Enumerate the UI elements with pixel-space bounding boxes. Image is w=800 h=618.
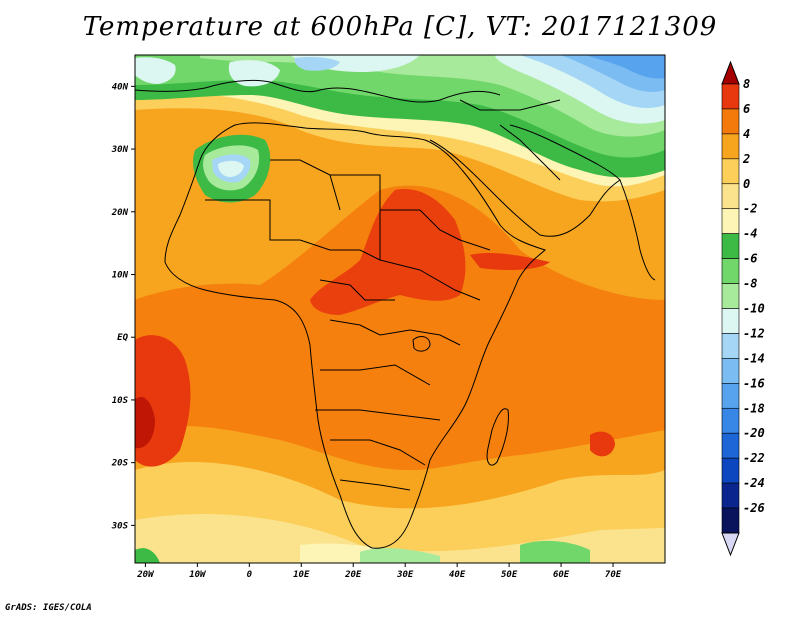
lon-tick-label: 0	[247, 570, 253, 580]
lat-tick-label: 30S	[111, 521, 129, 531]
colorbar-segment	[721, 308, 740, 334]
colorbar-segment	[721, 358, 740, 384]
lat-tick-label: 30N	[111, 145, 129, 155]
colorbar-label: 0	[743, 177, 750, 191]
lat-tick-label: 20S	[111, 459, 129, 469]
colorbar-label: -14	[743, 351, 765, 365]
colorbar-segment	[721, 333, 740, 359]
lat-tick-label: 20N	[111, 208, 129, 218]
lat-tick-label: 10N	[112, 271, 129, 281]
colorbar-segment	[721, 183, 740, 210]
lon-tick-label: 20E	[344, 570, 362, 580]
lon-tick-label: 10W	[189, 570, 207, 580]
colorbar-segment	[721, 283, 740, 309]
lat-tick-label: 10S	[112, 396, 129, 406]
colorbar-label: -8	[743, 277, 757, 291]
lon-tick-label: 40E	[449, 570, 466, 580]
colorbar-label: -10	[743, 302, 765, 316]
colorbar-segment	[721, 158, 740, 185]
colorbar-segment	[721, 457, 740, 484]
colorbar-label: -12	[743, 326, 765, 340]
lon-tick-label: 60E	[553, 570, 570, 580]
colorbar-label: -16	[743, 376, 765, 390]
colorbar-label: 6	[743, 102, 750, 116]
colorbar-label: -26	[743, 501, 765, 515]
colorbar-label: -6	[743, 252, 757, 266]
colorbar-label: -24	[743, 476, 765, 490]
colorbar-label: -4	[743, 227, 757, 241]
colorbar-segment	[721, 108, 740, 135]
grads-credit: GrADS: IGES/COLA	[5, 603, 92, 613]
colorbar-label: -18	[743, 401, 765, 415]
colorbar-label: -22	[743, 451, 765, 465]
colorbar-bottom-arrow	[721, 532, 740, 557]
colorbar-segment	[721, 383, 740, 409]
map-frame	[134, 54, 666, 564]
lon-tick-label: 30E	[396, 570, 414, 580]
colorbar-label: -2	[743, 202, 757, 216]
lat-tick-label: 40N	[112, 82, 129, 92]
colorbar-label: -20	[743, 426, 765, 440]
colorbar-top-arrow	[721, 60, 740, 85]
colorbar-label: 4	[743, 127, 750, 141]
colorbar-label: 8	[743, 77, 750, 91]
lat-tick-label: EQ	[117, 333, 128, 343]
lon-tick-label: 10E	[293, 570, 310, 580]
colorbar-segment	[721, 432, 740, 459]
page-title: Temperature at 600hPa [C], VT: 201712130…	[82, 12, 718, 42]
colorbar: 8 6 4 2 0 -2 -4 -6 -8 -10 -12 -14 -16 -18 -20 -22 -24 -26	[721, 60, 765, 557]
temperature-field	[135, 55, 665, 563]
coastlines	[135, 79, 656, 549]
colorbar-segment	[721, 233, 740, 259]
colorbar-segment	[721, 507, 740, 534]
lon-tick-label: 70E	[605, 570, 622, 580]
lon-tick-label: 20W	[136, 570, 155, 580]
colorbar-segment	[721, 208, 740, 234]
colorbar-segment	[721, 482, 740, 509]
colorbar-segment	[721, 133, 740, 160]
colorbar-segment	[721, 258, 740, 284]
colorbar-segment	[721, 83, 740, 110]
colorbar-segment	[721, 407, 740, 434]
colorbar-label: 2	[742, 152, 750, 166]
lon-tick-label: 50E	[501, 570, 518, 580]
